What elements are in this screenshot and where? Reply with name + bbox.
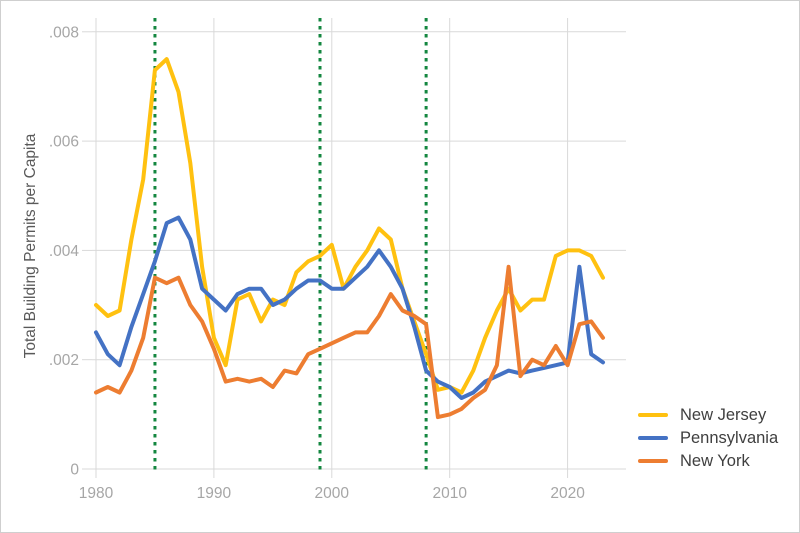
legend-item-pennsylvania: Pennsylvania <box>638 430 778 446</box>
series-line-new-york <box>94 264 605 420</box>
legend-swatch-new-york <box>638 458 668 464</box>
y-axis-title: Total Building Permits per Capita <box>22 133 39 359</box>
x-tick-label: 1990 <box>197 485 232 502</box>
x-tick-label: 2010 <box>432 485 467 502</box>
legend-item-new-jersey: New Jersey <box>638 407 778 423</box>
series-line-new-jersey <box>94 57 605 395</box>
y-tick-label: .008 <box>49 24 79 41</box>
x-tick-label: 1980 <box>79 485 114 502</box>
legend-item-new-york: New York <box>638 453 778 469</box>
y-tick-label: .004 <box>49 243 80 260</box>
series-line-pennsylvania <box>94 215 605 400</box>
x-tick-label: 2000 <box>315 485 350 502</box>
legend-label: New York <box>680 451 750 470</box>
y-tick-label: .002 <box>49 352 79 369</box>
legend: New Jersey Pennsylvania New York <box>638 407 778 469</box>
x-tick-label: 2020 <box>550 485 585 502</box>
legend-label: Pennsylvania <box>680 428 779 447</box>
y-tick-label: .006 <box>49 134 79 151</box>
legend-swatch-new-jersey <box>638 412 668 418</box>
y-tick-label: 0 <box>70 462 79 479</box>
legend-label: New Jersey <box>680 405 767 424</box>
legend-swatch-pennsylvania <box>638 435 668 441</box>
